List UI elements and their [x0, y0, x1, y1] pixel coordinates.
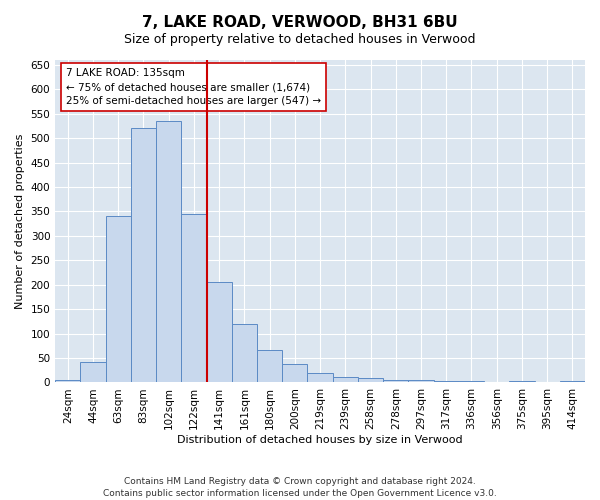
Bar: [80, 362, 106, 382]
Bar: [232, 324, 257, 382]
Bar: [383, 380, 409, 382]
Bar: [358, 378, 383, 382]
Bar: [307, 373, 332, 382]
Text: Contains HM Land Registry data © Crown copyright and database right 2024.
Contai: Contains HM Land Registry data © Crown c…: [103, 476, 497, 498]
Bar: [106, 216, 131, 382]
Bar: [181, 214, 206, 382]
Bar: [257, 350, 282, 382]
Bar: [409, 380, 434, 382]
Bar: [206, 282, 232, 382]
X-axis label: Distribution of detached houses by size in Verwood: Distribution of detached houses by size …: [177, 435, 463, 445]
Bar: [55, 380, 80, 382]
Y-axis label: Number of detached properties: Number of detached properties: [15, 134, 25, 309]
Bar: [131, 128, 156, 382]
Bar: [560, 381, 585, 382]
Bar: [332, 376, 358, 382]
Bar: [282, 364, 307, 382]
Text: 7 LAKE ROAD: 135sqm
← 75% of detached houses are smaller (1,674)
25% of semi-det: 7 LAKE ROAD: 135sqm ← 75% of detached ho…: [66, 68, 321, 106]
Bar: [156, 121, 181, 382]
Text: 7, LAKE ROAD, VERWOOD, BH31 6BU: 7, LAKE ROAD, VERWOOD, BH31 6BU: [142, 15, 458, 30]
Text: Size of property relative to detached houses in Verwood: Size of property relative to detached ho…: [124, 32, 476, 46]
